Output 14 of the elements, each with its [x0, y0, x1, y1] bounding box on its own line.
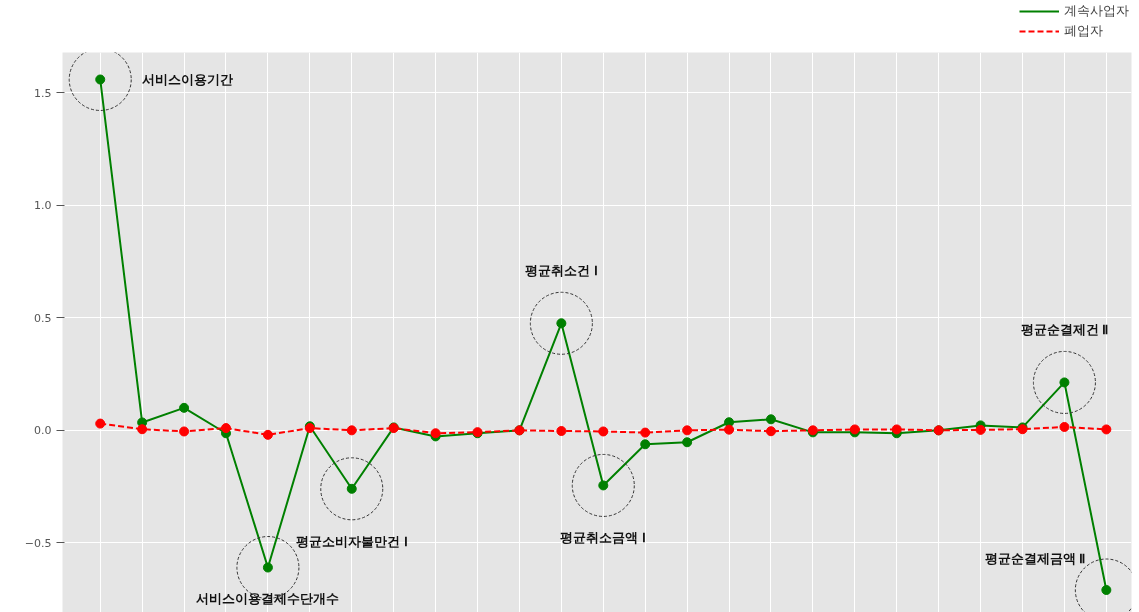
- y-tick-label: 0.0: [34, 424, 52, 438]
- y-tick-label: −0.5: [24, 536, 52, 550]
- y-tick-label: 0.5: [34, 311, 52, 325]
- legend-label: 계속사업자: [1064, 2, 1129, 20]
- annotation: 평균취소금액 Ⅰ: [560, 530, 647, 546]
- legend-label: 폐업자: [1064, 22, 1103, 40]
- y-tick-label: 1.0: [34, 199, 52, 213]
- annotation: 평균순결제금액 Ⅱ: [984, 551, 1086, 567]
- annotation: 평균취소건 Ⅰ: [525, 263, 598, 279]
- annotation: 서비스이용기간: [142, 71, 234, 87]
- annotation: 평균소비자불만건 Ⅰ: [295, 533, 408, 549]
- annotation: 서비스이용결제수단개수: [196, 591, 340, 607]
- annotation: 평균순결제건 Ⅱ: [1020, 322, 1109, 338]
- y-tick-label: 1.5: [34, 86, 52, 100]
